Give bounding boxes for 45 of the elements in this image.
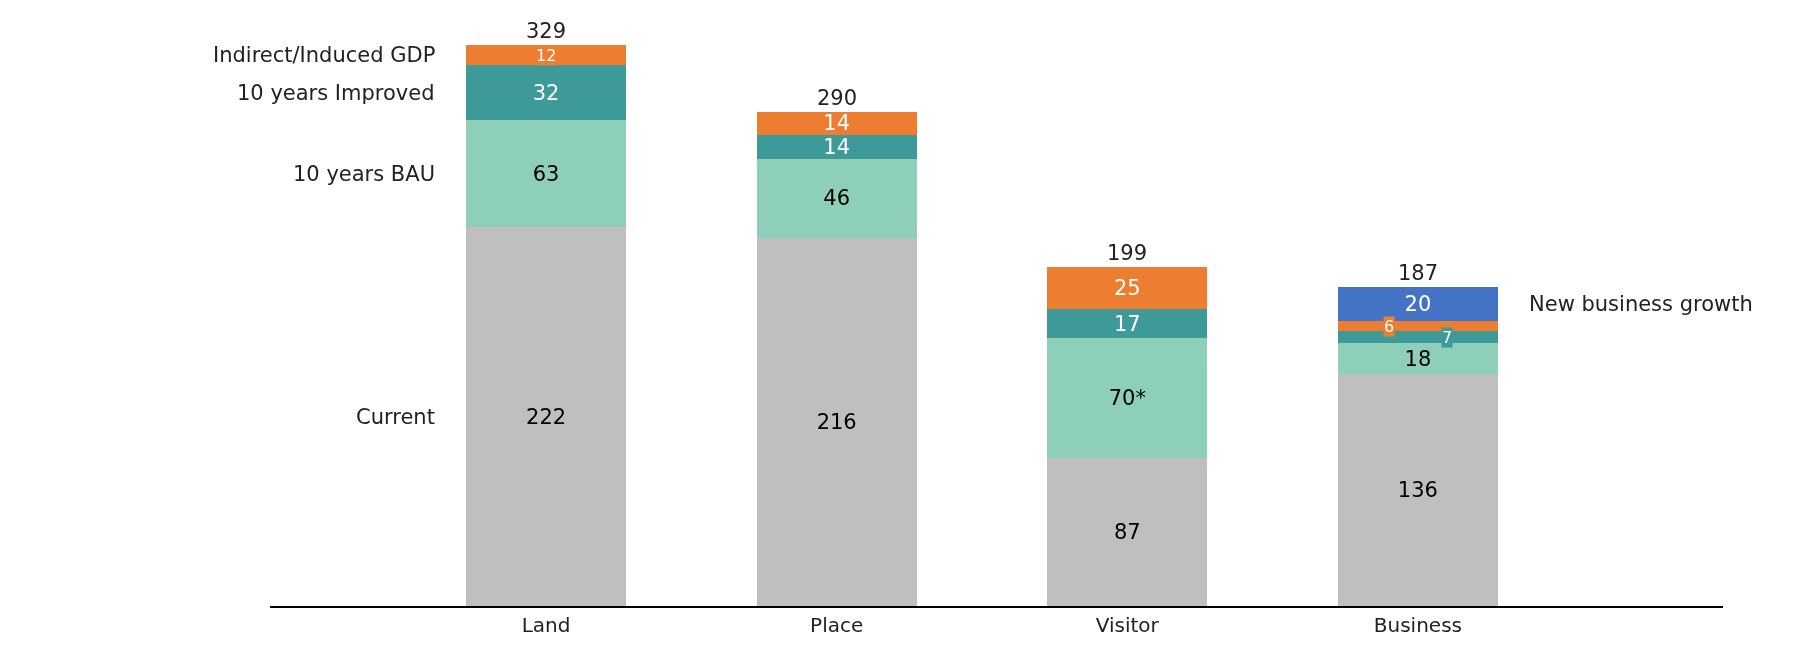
total-label: 187 xyxy=(1398,261,1439,285)
data-label: 17 xyxy=(1113,311,1141,336)
x-tick-label: Visitor xyxy=(1095,613,1160,637)
bar xyxy=(466,227,626,606)
x-tick-label: Place xyxy=(810,613,864,637)
data-label: 216 xyxy=(816,409,857,434)
series-label: 10 years Improved xyxy=(237,81,435,105)
data-label: 6 xyxy=(1384,317,1395,336)
x-tick-label: Land xyxy=(521,613,571,637)
bar xyxy=(1047,309,1208,339)
total-label: 199 xyxy=(1107,241,1148,265)
data-label: 46 xyxy=(823,186,851,211)
series-label: Current xyxy=(356,405,435,429)
bar xyxy=(466,45,626,66)
data-label: 32 xyxy=(532,80,560,105)
data-label: 222 xyxy=(526,404,567,429)
series-label: Indirect/Induced GDP xyxy=(213,43,436,67)
data-label: 14 xyxy=(823,111,851,136)
bar xyxy=(1337,287,1498,322)
bar xyxy=(1337,343,1498,375)
bar xyxy=(466,120,626,228)
bar xyxy=(756,111,917,136)
bar xyxy=(1047,457,1208,606)
bar xyxy=(756,135,917,160)
total-label: 290 xyxy=(817,86,858,110)
total-label: 329 xyxy=(526,19,567,43)
data-label: 20 xyxy=(1404,292,1432,317)
data-label: 14 xyxy=(823,135,851,160)
bar xyxy=(466,65,626,121)
data-label: 7 xyxy=(1442,328,1453,347)
data-label: 25 xyxy=(1113,275,1141,300)
data-label: 12 xyxy=(536,46,557,65)
data-label: 136 xyxy=(1397,478,1438,503)
bar xyxy=(1047,266,1208,310)
bar xyxy=(756,237,917,606)
bar xyxy=(1047,338,1208,458)
data-label: 63 xyxy=(532,161,560,186)
series-label: 10 years BAU xyxy=(293,162,436,186)
bar xyxy=(1337,374,1498,606)
series-label: New business growth xyxy=(1529,292,1753,316)
x-tick-label: Business xyxy=(1373,613,1462,637)
data-label: 87 xyxy=(1113,519,1141,544)
data-label: 70* xyxy=(1108,385,1146,410)
bar xyxy=(756,159,917,238)
data-label: 18 xyxy=(1404,346,1432,371)
